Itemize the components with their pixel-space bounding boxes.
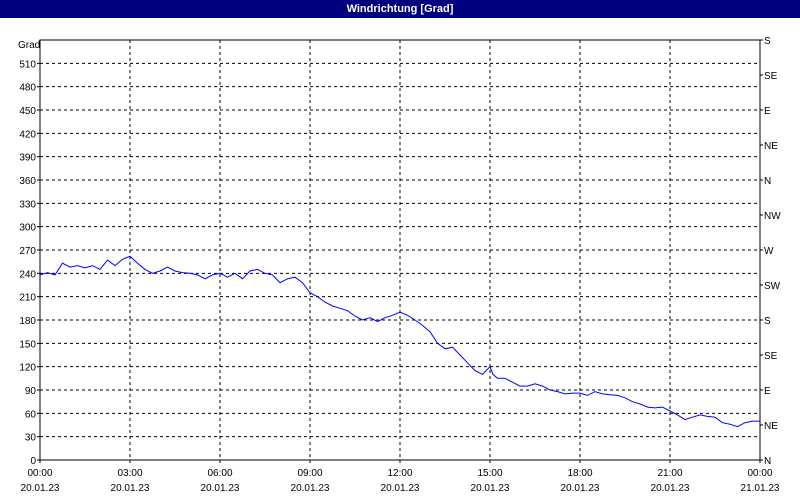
x-tick-date: 20.01.23: [111, 483, 150, 494]
y-tick-label: 420: [19, 129, 36, 140]
x-tick-date: 20.01.23: [471, 483, 510, 494]
x-tick-date: 20.01.23: [381, 483, 420, 494]
x-tick-date: 20.01.23: [651, 483, 690, 494]
y2-tick-label: NW: [764, 211, 781, 222]
y-tick-label: 360: [19, 176, 36, 187]
y2-tick-label: NE: [764, 421, 778, 432]
window-title: Windrichtung [Grad]: [0, 0, 800, 18]
y2-tick-label: E: [764, 386, 771, 397]
y-tick-label: 300: [19, 223, 36, 234]
y2-tick-label: W: [764, 246, 774, 257]
x-tick-time: 06:00: [207, 468, 232, 479]
y2-tick-label: S: [764, 316, 771, 327]
x-tick-time: 03:00: [117, 468, 142, 479]
y-tick-label: 240: [19, 269, 36, 280]
y-tick-label: 390: [19, 153, 36, 164]
x-tick-time: 12:00: [387, 468, 412, 479]
y-tick-label: 480: [19, 83, 36, 94]
x-tick-time: 00:00: [27, 468, 52, 479]
x-tick-date: 21.01.23: [741, 483, 780, 494]
x-tick-date: 20.01.23: [201, 483, 240, 494]
y-tick-label: 180: [19, 316, 36, 327]
x-tick-time: 09:00: [297, 468, 322, 479]
x-tick-time: 15:00: [477, 468, 502, 479]
y2-tick-label: SW: [764, 281, 781, 292]
x-tick-date: 20.01.23: [561, 483, 600, 494]
y-tick-label: 330: [19, 199, 36, 210]
y2-tick-label: N: [764, 176, 771, 187]
series-line: [39, 255, 760, 428]
y-tick-label: 270: [19, 246, 36, 257]
y2-tick-label: SE: [764, 71, 778, 82]
y-tick-label: 150: [19, 339, 36, 350]
y2-tick-label: SE: [764, 351, 778, 362]
x-tick-time: 21:00: [657, 468, 682, 479]
y-tick-label: 60: [25, 409, 37, 420]
y-axis-label: Grad: [18, 40, 40, 51]
y2-tick-label: E: [764, 106, 771, 117]
wind-direction-chart: 0 30 60 90 120 150 180 210 240 270 300 330 360 390 420…: [18, 36, 781, 494]
y-tick-label: 450: [19, 106, 36, 117]
y-tick-label: 0: [30, 456, 36, 467]
x-tick-time: 00:00: [747, 468, 772, 479]
y-tick-label: 510: [19, 59, 36, 70]
y-tick-label: 30: [25, 433, 37, 444]
x-tick-date: 20.01.23: [291, 483, 330, 494]
x-tick-date: 20.01.23: [21, 483, 60, 494]
y2-tick-label: NE: [764, 141, 778, 152]
y2-tick-label: S: [764, 36, 771, 47]
y-tick-label: 90: [25, 386, 37, 397]
x-tick-time: 18:00: [567, 468, 592, 479]
y2-tick-label: N: [764, 456, 771, 467]
y-tick-label: 120: [19, 363, 36, 374]
y-tick-label: 210: [19, 293, 36, 304]
